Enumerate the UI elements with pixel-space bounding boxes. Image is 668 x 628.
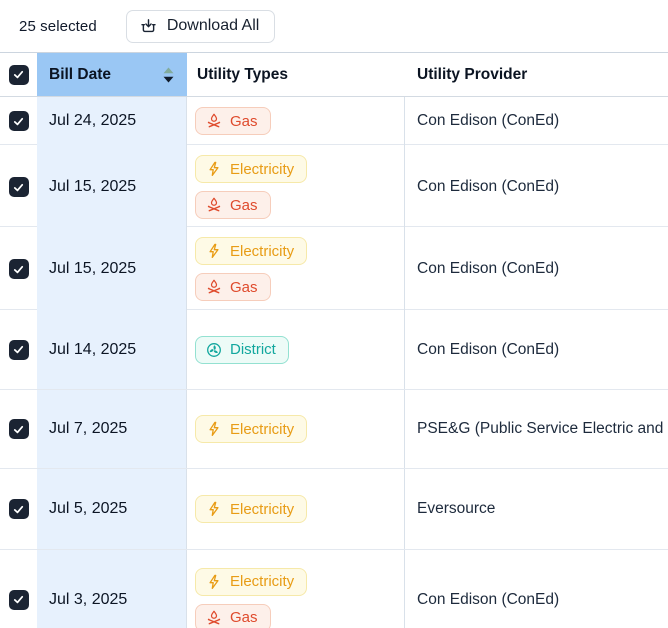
electricity-badge: Electricity — [195, 155, 308, 183]
badge-label: Electricity — [230, 573, 295, 590]
bolt-icon — [206, 161, 222, 177]
check-icon — [13, 595, 24, 604]
download-all-button[interactable]: Download All — [125, 9, 276, 43]
utility-provider-cell: Con Edison (ConEd) — [417, 340, 560, 358]
table-row: Jul 24, 2025 Gas Con Edison (ConEd) — [0, 97, 668, 145]
campfire-icon — [206, 113, 222, 129]
bolt-icon — [206, 243, 222, 259]
download-icon — [139, 17, 158, 36]
row-checkbox[interactable] — [8, 111, 29, 131]
fan-icon — [206, 342, 222, 358]
table-body: Jul 24, 2025 Gas Con Edison (ConEd) Jul … — [0, 97, 668, 628]
electricity-badge: Electricity — [195, 237, 308, 265]
badge-label: Electricity — [230, 420, 295, 438]
badge-label: Gas — [230, 196, 258, 214]
badge-label: Gas — [230, 112, 258, 130]
table-row: Jul 14, 2025 District Con Edison (ConEd) — [0, 310, 668, 390]
electricity-badge: Electricity — [195, 415, 308, 443]
badge-label: Gas — [230, 278, 258, 296]
bolt-icon — [206, 574, 222, 590]
table-row: Jul 7, 2025 Electricity PSE&G (Public Se… — [0, 390, 668, 469]
column-header-bill-date[interactable]: Bill Date — [37, 53, 187, 96]
row-select-cell — [0, 227, 37, 311]
check-icon — [13, 70, 24, 79]
selected-count-label: 25 selected — [19, 17, 97, 35]
utility-types-cell: Gas — [187, 97, 405, 145]
row-select-cell — [0, 145, 37, 229]
bolt-icon — [206, 501, 222, 517]
badge-label: Gas — [230, 609, 258, 626]
bill-date-cell: Jul 3, 2025 — [37, 550, 187, 628]
bill-date-cell: Jul 7, 2025 — [37, 390, 187, 468]
utility-provider-cell: Con Edison (ConEd) — [417, 260, 560, 277]
row-select-cell — [0, 550, 37, 628]
row-select-cell — [0, 390, 37, 468]
row-checkbox[interactable] — [8, 419, 29, 439]
utility-provider-cell: Con Edison (ConEd) — [417, 112, 560, 129]
campfire-icon — [206, 197, 222, 213]
select-all-checkbox[interactable] — [8, 64, 29, 85]
utility-bills-table: Bill Date Utility Types Utility Provider — [0, 52, 668, 628]
utility-provider-cell: PSE&G (Public Service Electric and Gas) — [417, 420, 668, 437]
bolt-icon — [206, 421, 222, 437]
row-checkbox[interactable] — [8, 339, 29, 360]
check-icon — [13, 183, 24, 191]
utility-types-cell: Electricity Gas — [187, 550, 405, 628]
badge-label: District — [230, 341, 276, 358]
row-select-cell — [0, 310, 37, 389]
bill-date-header-label: Bill Date — [49, 65, 112, 83]
row-select-cell — [0, 97, 37, 145]
table-row: Jul 15, 2025 Electricity Gas Con Edison (… — [0, 145, 668, 229]
electricity-badge: Electricity — [195, 567, 308, 596]
row-checkbox[interactable] — [8, 177, 29, 197]
campfire-icon — [206, 610, 222, 626]
utility-provider-cell: Eversource — [417, 500, 496, 517]
gas-badge: Gas — [195, 107, 271, 135]
table-toolbar: 25 selected Download All — [0, 0, 668, 52]
row-select-cell — [0, 469, 37, 549]
bill-date-cell: Jul 15, 2025 — [37, 145, 187, 229]
campfire-icon — [206, 279, 222, 295]
check-icon — [13, 117, 24, 125]
bill-date-cell: Jul 5, 2025 — [37, 469, 187, 549]
utility-types-cell: District — [187, 310, 405, 389]
bill-date-cell: Jul 24, 2025 — [37, 97, 187, 145]
gas-badge: Gas — [195, 191, 271, 219]
check-icon — [13, 425, 24, 433]
gas-badge: Gas — [195, 603, 271, 628]
badge-label: Electricity — [230, 160, 295, 178]
bill-date-cell: Jul 15, 2025 — [37, 227, 187, 311]
utility-types-cell: Electricity — [187, 469, 405, 549]
bill-date-cell: Jul 14, 2025 — [37, 310, 187, 389]
check-icon — [13, 505, 24, 513]
download-all-label: Download All — [166, 17, 260, 34]
utility-types-cell: Electricity Gas — [187, 227, 405, 311]
district-badge: District — [195, 335, 289, 364]
row-checkbox[interactable] — [8, 499, 29, 519]
row-checkbox[interactable] — [8, 259, 29, 279]
utility-types-cell: Electricity — [187, 390, 405, 468]
check-icon — [13, 265, 24, 273]
gas-badge: Gas — [195, 273, 271, 301]
utility-types-header-label: Utility Types — [197, 65, 289, 83]
row-checkbox[interactable] — [8, 589, 29, 610]
column-header-utility-types: Utility Types — [187, 53, 405, 96]
table-row: Jul 15, 2025 Electricity Gas Con Edison (… — [0, 227, 668, 311]
sort-arrows-icon[interactable] — [163, 67, 174, 83]
select-all-cell — [0, 53, 37, 96]
table-row: Jul 5, 2025 Electricity Eversource — [0, 469, 668, 550]
badge-label: Electricity — [230, 242, 295, 260]
table-row: Jul 3, 2025 Electricity Gas Con Edison (C… — [0, 550, 668, 628]
utility-provider-header-label: Utility Provider — [417, 65, 528, 83]
utility-types-cell: Electricity Gas — [187, 145, 405, 229]
column-header-utility-provider: Utility Provider — [405, 53, 668, 96]
table-header-row: Bill Date Utility Types Utility Provider — [0, 52, 668, 97]
badge-label: Electricity — [230, 500, 295, 518]
check-icon — [13, 345, 24, 354]
electricity-badge: Electricity — [195, 495, 308, 523]
utility-provider-cell: Con Edison (ConEd) — [417, 590, 560, 608]
utility-provider-cell: Con Edison (ConEd) — [417, 178, 560, 195]
